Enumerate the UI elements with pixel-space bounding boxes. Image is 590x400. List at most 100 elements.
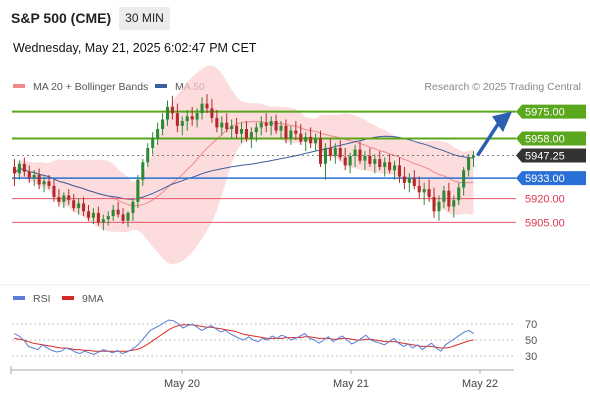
candle-body-92 [467, 157, 471, 171]
level-tag-5947.25 [516, 148, 586, 163]
candle-body-83 [422, 189, 426, 193]
candle-body-45 [235, 125, 239, 134]
candle-body-53 [274, 121, 278, 131]
rsi-level-label-50: 50 [525, 335, 537, 347]
level-label-5975.00: 5975.00 [525, 107, 565, 119]
candle-body-7 [47, 181, 51, 186]
timeframe-button[interactable]: 30 MIN [119, 7, 170, 30]
rsi-line [14, 319, 474, 355]
candle-body-25 [136, 179, 140, 202]
candle-body-46 [240, 129, 244, 134]
candle-body-87 [442, 190, 446, 202]
candle-body-64 [328, 148, 332, 156]
candle-body-77 [393, 165, 397, 171]
candle-body-69 [353, 149, 357, 156]
candle-body-23 [126, 212, 130, 221]
candle-body-70 [358, 149, 362, 161]
candle-body-90 [457, 187, 461, 201]
candle-body-47 [244, 129, 248, 139]
candle-body-81 [412, 178, 416, 186]
candle-body-91 [462, 170, 466, 188]
rsi-9ma-line [14, 324, 474, 352]
candle-body-24 [131, 201, 135, 213]
candle-body-43 [225, 122, 229, 129]
candle-body-39 [205, 103, 209, 109]
candle-body-15 [86, 211, 91, 218]
candle-body-65 [333, 148, 337, 156]
candle-body-78 [397, 165, 402, 177]
level-label-5920.00: 5920.00 [525, 194, 565, 206]
candle-body-58 [299, 133, 303, 142]
candle-body-12 [72, 200, 76, 209]
candle-body-38 [200, 103, 204, 114]
rsi-legend-label-0: RSI [33, 293, 51, 305]
chart-header: S&P 500 (CME) 30 MIN [0, 0, 590, 36]
candle-body-6 [42, 181, 46, 185]
candle-body-13 [77, 203, 81, 209]
candle-body-19 [106, 216, 110, 220]
level-tag-5958.00 [516, 131, 586, 146]
candle-body-32 [170, 106, 174, 114]
candle-body-29 [156, 129, 160, 139]
candle-body-63 [323, 148, 327, 164]
candle-body-68 [348, 155, 352, 166]
candle-body-71 [363, 155, 367, 161]
candle-body-66 [338, 148, 342, 158]
x-tick-label-0: May 20 [164, 378, 200, 390]
candle-body-51 [264, 122, 268, 126]
source-credit: Research © 2025 Trading Central [424, 81, 581, 93]
candle-body-41 [215, 117, 219, 128]
candle-body-48 [249, 132, 253, 139]
candle-body-74 [378, 159, 382, 167]
candle-body-54 [279, 125, 283, 131]
level-label-5958.00: 5958.00 [525, 134, 565, 146]
candle-body-82 [417, 186, 421, 193]
candle-body-14 [82, 203, 86, 212]
legend-swatch-1 [155, 84, 167, 88]
candle-body-34 [180, 121, 184, 126]
candle-body-22 [121, 214, 125, 221]
candle-body-84 [427, 189, 431, 198]
candle-body-9 [57, 197, 61, 202]
candle-body-44 [230, 125, 234, 129]
forecast-arrow-line [476, 120, 502, 157]
candle-body-42 [220, 122, 224, 128]
candle-body-55 [284, 125, 288, 139]
candle-body-21 [116, 209, 120, 215]
candle-body-20 [111, 209, 115, 217]
candle-body-10 [62, 195, 66, 202]
ma50-line [14, 135, 474, 200]
level-label-5905.00: 5905.00 [525, 217, 565, 229]
candle-body-57 [294, 130, 298, 134]
candle-body-5 [37, 174, 41, 185]
candle-body-52 [269, 121, 273, 126]
candle-body-28 [151, 138, 155, 148]
level-label-5933.00: 5933.00 [525, 173, 565, 185]
candle-body-1 [17, 163, 21, 174]
candle-body-88 [447, 190, 451, 207]
candle-body-49 [254, 127, 258, 133]
candle-body-2 [22, 163, 26, 172]
instrument-title: S&P 500 (CME) [11, 10, 112, 26]
candle-body-30 [161, 119, 165, 129]
x-tick-label-2: May 22 [462, 378, 498, 390]
rsi-level-label-30: 30 [525, 351, 537, 363]
level-label-5947.25: 5947.25 [525, 151, 565, 163]
legend-label-0: MA 20 + Bollinger Bands [33, 81, 148, 93]
candle-body-60 [309, 136, 313, 144]
candle-body-80 [407, 178, 411, 183]
candle-body-85 [432, 197, 436, 212]
candle-body-35 [185, 116, 189, 122]
candle-body-4 [32, 174, 36, 179]
candle-body-11 [67, 195, 71, 201]
level-tag-5975.00 [516, 104, 586, 119]
candle-body-31 [165, 106, 170, 120]
candle-body-3 [27, 171, 31, 179]
candle-body-61 [314, 138, 318, 144]
rsi-legend-label-1: 9MA [82, 293, 104, 305]
candle-body-93 [472, 155, 476, 158]
candle-body-73 [373, 159, 377, 164]
level-tag-5933.00 [516, 171, 586, 186]
candle-body-37 [195, 113, 199, 120]
